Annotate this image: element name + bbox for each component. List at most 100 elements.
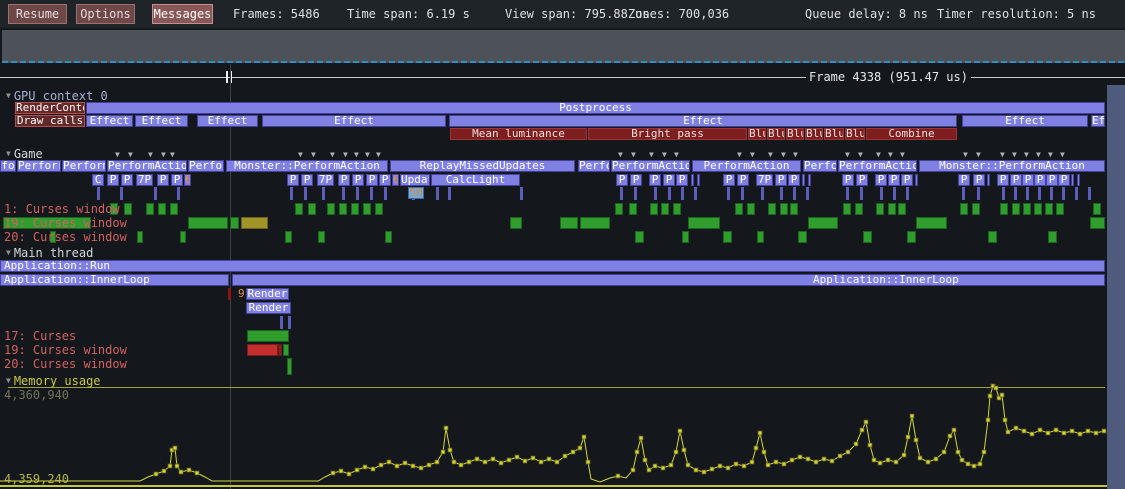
zone[interactable]: 9: [238, 288, 245, 300]
lock-span[interactable]: [1045, 203, 1053, 215]
lock-span[interactable]: [327, 203, 335, 215]
zone[interactable]: 6: [184, 174, 191, 186]
zone[interactable]: 50: [408, 187, 424, 199]
zone[interactable]: Blur: [805, 128, 823, 140]
zone-marker-icon[interactable]: ▼: [876, 150, 881, 159]
lock-span[interactable]: [50, 231, 56, 243]
lock-span[interactable]: [3, 217, 91, 229]
zone[interactable]: 6: [392, 174, 399, 186]
zone-marker-icon[interactable]: ▼: [649, 150, 654, 159]
zone[interactable]: [1071, 174, 1074, 186]
zone-marker-icon[interactable]: ▼: [900, 150, 905, 159]
lock-span[interactable]: [843, 203, 851, 215]
lock-span[interactable]: [180, 231, 186, 243]
lock-span[interactable]: [735, 203, 743, 215]
lock-span[interactable]: [1048, 231, 1057, 243]
zone[interactable]: Render: [246, 288, 289, 300]
zone-marker-icon[interactable]: ▼: [674, 150, 679, 159]
zone[interactable]: Postprocess: [86, 102, 1105, 114]
lock-span[interactable]: [747, 203, 755, 215]
ruler-handle-icon[interactable]: [226, 71, 228, 83]
zone-marker-icon[interactable]: ▼: [1060, 150, 1065, 159]
zone-marker-icon[interactable]: ▼: [858, 150, 863, 159]
zone-marker-icon[interactable]: ▼: [781, 150, 786, 159]
main-thread-header[interactable]: ▼ Main thread: [6, 247, 93, 259]
zone-marker-icon[interactable]: ▼: [631, 150, 636, 159]
zone-marker-icon[interactable]: ▼: [1036, 150, 1041, 159]
zone-marker-icon[interactable]: ▼: [1024, 150, 1029, 159]
zone[interactable]: PerformActior: [107, 160, 187, 172]
collapse-icon[interactable]: ▼: [6, 376, 11, 385]
lock-span[interactable]: [318, 231, 325, 243]
zone[interactable]: Perfc: [578, 160, 610, 172]
lock-span[interactable]: [1093, 203, 1101, 215]
zone[interactable]: Application::Run: [0, 260, 1105, 272]
zone-marker-icon[interactable]: ▼: [148, 150, 153, 159]
zone[interactable]: 7P: [317, 174, 334, 186]
lock-span[interactable]: [295, 203, 303, 215]
zone[interactable]: P: [301, 174, 313, 186]
zone[interactable]: 7P: [136, 174, 153, 186]
zone[interactable]: P: [856, 174, 868, 186]
lock-span[interactable]: [916, 217, 947, 229]
lock-span[interactable]: [972, 203, 980, 215]
zone[interactable]: P: [775, 174, 787, 186]
lock-span[interactable]: [960, 203, 968, 215]
lock-span[interactable]: [650, 203, 658, 215]
zone[interactable]: P: [1058, 174, 1070, 186]
zone[interactable]: P: [616, 174, 628, 186]
lock-span[interactable]: [580, 217, 610, 229]
collapse-icon[interactable]: ▼: [6, 248, 11, 257]
zone[interactable]: C: [92, 174, 104, 186]
zone[interactable]: Perform: [62, 160, 106, 172]
zone[interactable]: P: [663, 174, 675, 186]
zone[interactable]: PerformActic: [838, 160, 917, 172]
zone[interactable]: P: [888, 174, 900, 186]
lock-span[interactable]: [1090, 217, 1105, 229]
zone[interactable]: Perfc: [803, 160, 837, 172]
zone[interactable]: Monster::PerformAction: [226, 160, 388, 172]
zone-marker-icon[interactable]: ▼: [365, 150, 370, 159]
zone-marker-icon[interactable]: ▼: [1048, 150, 1053, 159]
zone[interactable]: P: [676, 174, 688, 186]
gpu-context-header[interactable]: ▼ GPU context 0: [6, 90, 108, 102]
zone[interactable]: [697, 174, 700, 186]
lock-span[interactable]: [285, 231, 292, 243]
zone[interactable]: Effect: [135, 115, 188, 127]
lock-span[interactable]: [780, 203, 788, 215]
lock-span[interactable]: [158, 203, 166, 215]
zone[interactable]: Render: [246, 302, 291, 314]
zone[interactable]: P: [1022, 174, 1034, 186]
zone[interactable]: Update: [400, 174, 430, 186]
zone[interactable]: [915, 174, 918, 186]
zone[interactable]: P: [366, 174, 378, 186]
lock-span[interactable]: [1056, 203, 1064, 215]
zone[interactable]: Blur: [845, 128, 865, 140]
zone[interactable]: Effect: [197, 115, 258, 127]
zone-marker-icon[interactable]: ▼: [161, 150, 166, 159]
zone[interactable]: P: [842, 174, 854, 186]
zone-marker-icon[interactable]: ▼: [1012, 150, 1017, 159]
lock-span[interactable]: [898, 203, 906, 215]
zone[interactable]: Blur: [786, 128, 804, 140]
zone[interactable]: Bright pass: [588, 128, 747, 140]
collapse-icon[interactable]: ▼: [6, 91, 11, 100]
zone[interactable]: 7P: [756, 174, 773, 186]
lock-span[interactable]: [863, 231, 872, 243]
zone[interactable]: [228, 288, 231, 300]
zone[interactable]: P: [171, 174, 183, 186]
zone[interactable]: P: [958, 174, 970, 186]
lock-span[interactable]: [688, 217, 720, 229]
lock-span[interactable]: [757, 231, 764, 243]
zone[interactable]: ReplayMissedUpdates: [390, 160, 575, 172]
zone[interactable]: PerformActio: [611, 160, 690, 172]
zone[interactable]: P: [649, 174, 661, 186]
zone[interactable]: Effect: [86, 115, 133, 127]
zone-marker-icon[interactable]: ▼: [768, 150, 773, 159]
zone[interactable]: Ef: [1091, 115, 1105, 127]
lock-span[interactable]: [673, 203, 681, 215]
lock-span[interactable]: [798, 231, 807, 243]
zone[interactable]: P: [121, 174, 133, 186]
lock-span[interactable]: [110, 203, 118, 215]
lock-span[interactable]: [170, 203, 178, 215]
